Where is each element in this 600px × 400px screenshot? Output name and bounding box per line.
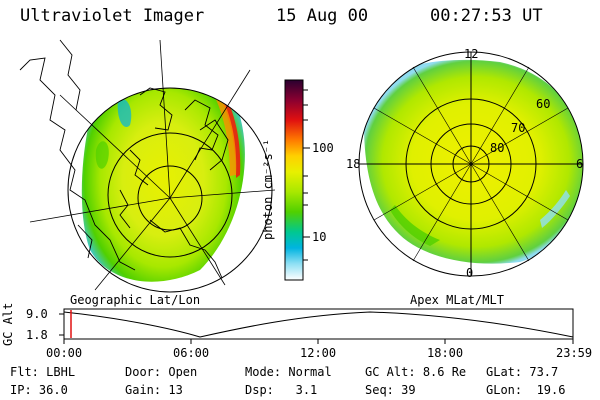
- time-tick-1200: 12:00: [300, 346, 337, 360]
- colorbar-tick-10: 10: [312, 230, 327, 244]
- info-glon: GLon: 19.6: [486, 383, 566, 397]
- polar-aurora-emission: [363, 59, 583, 264]
- altitude-tick-9: 9.0: [26, 307, 48, 321]
- altitude-strip: [59, 308, 574, 344]
- left-panel-caption: Geographic Lat/Lon: [70, 293, 201, 307]
- mlt-label-right: 6: [576, 157, 584, 171]
- info-door: Door: Open: [125, 365, 198, 379]
- mlat-label-60: 60: [536, 97, 551, 111]
- colorbar: [284, 79, 310, 281]
- time-tick-1800: 18:00: [427, 346, 464, 360]
- right-panel-caption: Apex MLat/MLT: [410, 293, 504, 307]
- info-mode: Mode: Normal: [245, 365, 332, 379]
- time-tick-2359: 23:59: [556, 346, 593, 360]
- geographic-map: [19, 39, 276, 293]
- time-tick-0000: 00:00: [46, 346, 83, 360]
- polar-plot: [358, 51, 584, 277]
- time-tick-0600: 06:00: [173, 346, 210, 360]
- altitude-tick-1-8: 1.8: [26, 328, 48, 342]
- mlt-label-top: 12: [464, 47, 479, 61]
- info-ip: IP: 36.0: [10, 383, 68, 397]
- info-glat: GLat: 73.7: [486, 365, 559, 379]
- date-label: 15 Aug 00: [276, 6, 369, 26]
- info-flt: Flt: LBHL: [10, 365, 76, 379]
- mlt-label-bottom: 0: [466, 266, 474, 280]
- info-seq: Seq: 39: [365, 383, 416, 397]
- time-label: 00:27:53 UT: [430, 6, 543, 26]
- info-gain: Gain: 13: [125, 383, 183, 397]
- altitude-curve: [63, 311, 574, 338]
- instrument-title: Ultraviolet Imager: [20, 6, 205, 26]
- colorbar-label: photon cm⁻²s⁻¹: [261, 138, 275, 240]
- mlat-label-70: 70: [511, 121, 526, 135]
- mlat-label-80: 80: [490, 141, 505, 155]
- altitude-axis-label: GC Alt: [1, 302, 15, 346]
- info-gc-alt: GC Alt: 8.6 Re: [365, 365, 467, 379]
- mlt-label-left: 18: [346, 157, 361, 171]
- info-dsp: Dsp: 3.1: [245, 383, 318, 397]
- colorbar-tick-100: 100: [312, 141, 334, 155]
